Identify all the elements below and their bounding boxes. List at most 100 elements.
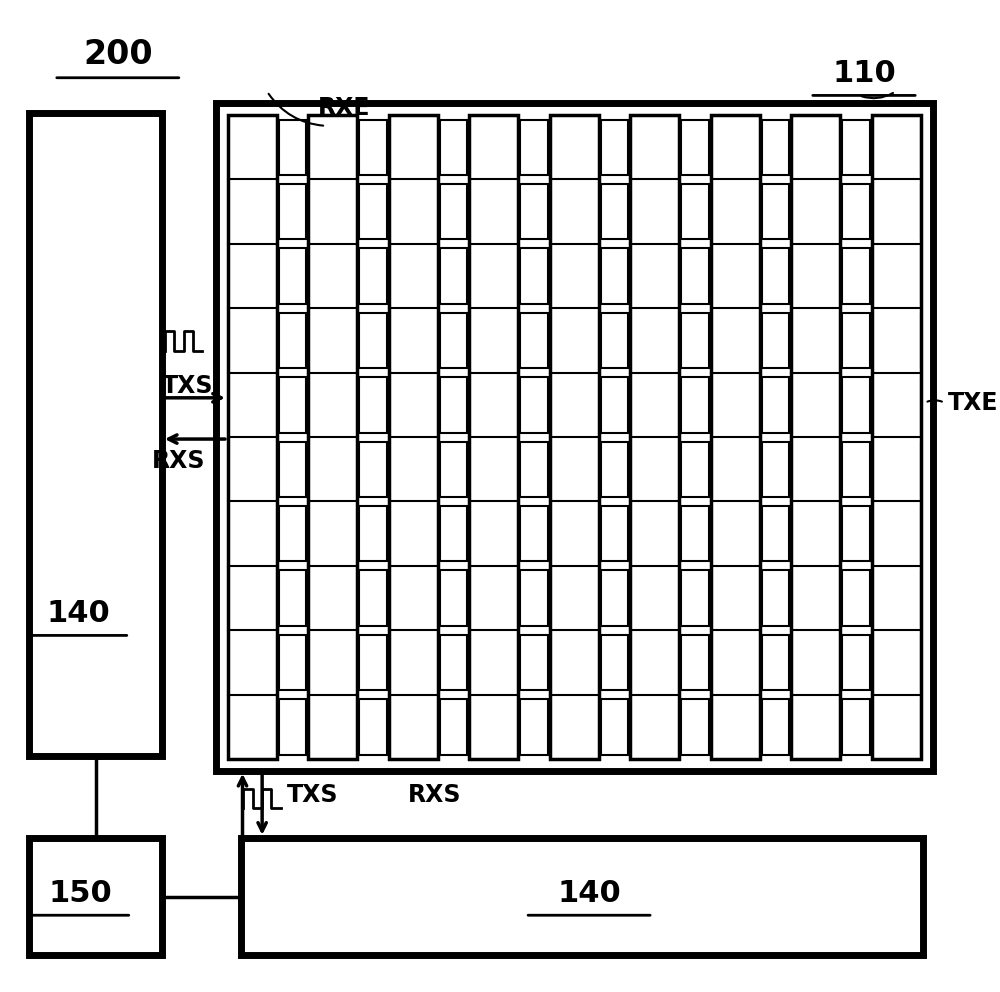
- FancyBboxPatch shape: [791, 115, 840, 759]
- FancyBboxPatch shape: [241, 837, 923, 955]
- FancyBboxPatch shape: [520, 635, 548, 690]
- FancyBboxPatch shape: [359, 635, 387, 690]
- Text: RXS: RXS: [407, 784, 461, 807]
- FancyBboxPatch shape: [681, 312, 709, 368]
- FancyBboxPatch shape: [440, 441, 467, 497]
- FancyBboxPatch shape: [308, 115, 357, 759]
- FancyBboxPatch shape: [601, 120, 628, 175]
- Text: TXE: TXE: [947, 391, 998, 415]
- FancyBboxPatch shape: [469, 115, 518, 759]
- FancyBboxPatch shape: [440, 312, 467, 368]
- FancyBboxPatch shape: [601, 441, 628, 497]
- FancyBboxPatch shape: [681, 699, 709, 755]
- FancyBboxPatch shape: [359, 312, 387, 368]
- FancyBboxPatch shape: [279, 184, 306, 239]
- FancyBboxPatch shape: [279, 506, 306, 561]
- FancyBboxPatch shape: [842, 120, 870, 175]
- FancyArrowPatch shape: [269, 94, 323, 126]
- FancyBboxPatch shape: [359, 441, 387, 497]
- FancyBboxPatch shape: [842, 570, 870, 626]
- FancyBboxPatch shape: [359, 120, 387, 175]
- FancyBboxPatch shape: [520, 312, 548, 368]
- FancyBboxPatch shape: [842, 312, 870, 368]
- FancyBboxPatch shape: [601, 699, 628, 755]
- FancyBboxPatch shape: [762, 699, 789, 755]
- FancyBboxPatch shape: [762, 248, 789, 304]
- Text: RXE: RXE: [317, 96, 370, 120]
- FancyBboxPatch shape: [440, 699, 467, 755]
- FancyBboxPatch shape: [520, 570, 548, 626]
- FancyBboxPatch shape: [440, 120, 467, 175]
- FancyBboxPatch shape: [228, 115, 277, 759]
- FancyBboxPatch shape: [359, 506, 387, 561]
- FancyBboxPatch shape: [520, 506, 548, 561]
- FancyBboxPatch shape: [279, 441, 306, 497]
- FancyBboxPatch shape: [29, 113, 162, 756]
- FancyBboxPatch shape: [842, 506, 870, 561]
- FancyBboxPatch shape: [601, 635, 628, 690]
- FancyBboxPatch shape: [681, 248, 709, 304]
- Text: 140: 140: [557, 879, 621, 908]
- FancyBboxPatch shape: [681, 635, 709, 690]
- FancyBboxPatch shape: [440, 184, 467, 239]
- FancyBboxPatch shape: [359, 248, 387, 304]
- FancyBboxPatch shape: [279, 312, 306, 368]
- FancyBboxPatch shape: [29, 837, 162, 955]
- FancyBboxPatch shape: [762, 441, 789, 497]
- FancyBboxPatch shape: [762, 377, 789, 433]
- FancyBboxPatch shape: [440, 570, 467, 626]
- FancyBboxPatch shape: [279, 377, 306, 433]
- FancyBboxPatch shape: [842, 248, 870, 304]
- FancyBboxPatch shape: [762, 570, 789, 626]
- FancyBboxPatch shape: [630, 115, 679, 759]
- FancyBboxPatch shape: [601, 377, 628, 433]
- FancyBboxPatch shape: [359, 184, 387, 239]
- FancyBboxPatch shape: [279, 120, 306, 175]
- FancyBboxPatch shape: [216, 103, 933, 771]
- FancyBboxPatch shape: [872, 115, 921, 759]
- FancyArrowPatch shape: [862, 93, 893, 98]
- FancyBboxPatch shape: [550, 115, 599, 759]
- Text: 110: 110: [832, 60, 896, 88]
- FancyBboxPatch shape: [440, 506, 467, 561]
- FancyBboxPatch shape: [681, 120, 709, 175]
- FancyBboxPatch shape: [711, 115, 760, 759]
- FancyBboxPatch shape: [681, 377, 709, 433]
- FancyBboxPatch shape: [842, 635, 870, 690]
- FancyBboxPatch shape: [842, 377, 870, 433]
- FancyBboxPatch shape: [440, 635, 467, 690]
- FancyBboxPatch shape: [601, 248, 628, 304]
- Text: 200: 200: [83, 38, 153, 70]
- FancyArrowPatch shape: [927, 401, 942, 402]
- FancyBboxPatch shape: [681, 570, 709, 626]
- FancyBboxPatch shape: [440, 377, 467, 433]
- FancyBboxPatch shape: [359, 377, 387, 433]
- FancyBboxPatch shape: [279, 635, 306, 690]
- FancyBboxPatch shape: [520, 120, 548, 175]
- Text: RXS: RXS: [152, 448, 206, 473]
- FancyBboxPatch shape: [359, 570, 387, 626]
- FancyBboxPatch shape: [681, 441, 709, 497]
- FancyBboxPatch shape: [601, 570, 628, 626]
- FancyBboxPatch shape: [520, 248, 548, 304]
- Text: 150: 150: [49, 879, 112, 908]
- FancyBboxPatch shape: [359, 699, 387, 755]
- FancyBboxPatch shape: [762, 120, 789, 175]
- FancyBboxPatch shape: [762, 506, 789, 561]
- FancyBboxPatch shape: [440, 248, 467, 304]
- FancyBboxPatch shape: [520, 699, 548, 755]
- FancyBboxPatch shape: [762, 312, 789, 368]
- FancyBboxPatch shape: [279, 248, 306, 304]
- FancyBboxPatch shape: [681, 184, 709, 239]
- FancyBboxPatch shape: [842, 699, 870, 755]
- FancyBboxPatch shape: [681, 506, 709, 561]
- FancyBboxPatch shape: [601, 506, 628, 561]
- FancyBboxPatch shape: [601, 184, 628, 239]
- FancyBboxPatch shape: [842, 441, 870, 497]
- FancyBboxPatch shape: [762, 635, 789, 690]
- FancyBboxPatch shape: [520, 184, 548, 239]
- FancyBboxPatch shape: [279, 570, 306, 626]
- FancyBboxPatch shape: [842, 184, 870, 239]
- FancyBboxPatch shape: [520, 441, 548, 497]
- FancyBboxPatch shape: [389, 115, 438, 759]
